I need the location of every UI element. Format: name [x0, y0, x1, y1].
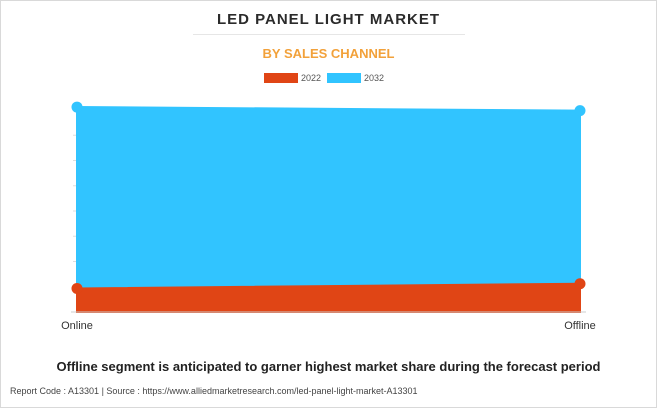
legend-swatch-2032 [327, 73, 362, 83]
data-point-2022-online [71, 282, 83, 294]
data-point-2022-offline [574, 278, 586, 290]
chart-subtitle: BY SALES CHANNEL [262, 46, 395, 61]
chart-title: LED PANEL LIGHT MARKET [216, 11, 441, 28]
area-series-2022 [76, 282, 581, 313]
x-tick-label-offline: Offline [564, 320, 596, 332]
legend-swatch-2022 [264, 73, 298, 83]
x-tick-label-online: Online [61, 320, 93, 332]
report-code: Report Code : A13301 | Source : https://… [10, 386, 418, 396]
data-point-2032-online [71, 101, 83, 113]
legend: 2022 2032 [264, 72, 390, 84]
data-point-2032-offline [574, 105, 586, 117]
legend-item-2032[interactable]: 2032 [327, 73, 384, 83]
legend-label-2032: 2032 [364, 73, 385, 83]
footer-note: Offline segment is anticipated to garner… [56, 359, 601, 374]
title-divider [193, 34, 465, 35]
legend-item-2022[interactable]: 2022 [264, 73, 321, 83]
area-series-2032 [76, 106, 581, 313]
legend-label-2022: 2022 [301, 73, 322, 83]
